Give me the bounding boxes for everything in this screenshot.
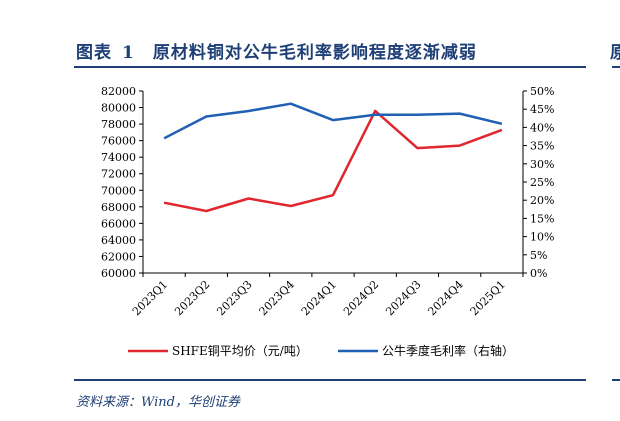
right-tick-label: 30% — [530, 158, 554, 171]
source-note: 资料来源：Wind，华创证券 — [76, 395, 240, 410]
x-tick-label: 2025Q1 — [468, 278, 508, 318]
left-tick-label: 72000 — [101, 168, 136, 181]
x-tick-label: 2023Q4 — [257, 278, 297, 318]
x-tick-label: 2024Q4 — [425, 278, 465, 318]
figure-title-prefix: 图表 — [76, 43, 112, 63]
series-line-2 — [163, 102, 503, 140]
right-tick-label: 5% — [530, 249, 547, 262]
left-tick-label: 76000 — [101, 135, 136, 148]
next-title-rule — [612, 66, 620, 68]
next-source-rule — [612, 379, 620, 381]
left-tick-label: 74000 — [101, 151, 136, 164]
x-tick-label: 2024Q3 — [383, 278, 423, 318]
source-rule — [74, 379, 586, 381]
figure-title: 图表 1 原材料铜对公牛毛利率影响程度逐渐减弱 — [76, 38, 477, 63]
legend-label-1: SHFE铜平均价（元/吨） — [172, 343, 308, 358]
left-tick-label: 62000 — [101, 250, 136, 263]
next-figure-title-fragment: 原 — [610, 43, 620, 63]
right-tick-label: 10% — [530, 231, 554, 244]
x-tick-label: 2024Q1 — [299, 278, 339, 318]
x-tick-label: 2024Q2 — [341, 278, 381, 318]
right-tick-label: 35% — [530, 140, 554, 153]
title-rule — [74, 66, 586, 68]
left-tick-label: 70000 — [101, 184, 136, 197]
right-tick-label: 45% — [530, 103, 554, 116]
left-tick-label: 64000 — [101, 234, 136, 247]
right-tick-label: 0% — [530, 267, 547, 280]
figure-title-number: 1 — [122, 43, 135, 63]
right-tick-label: 50% — [530, 85, 554, 98]
x-tick-label: 2023Q3 — [214, 278, 254, 318]
left-tick-label: 80000 — [101, 102, 136, 115]
x-tick-label: 2023Q2 — [172, 278, 212, 318]
left-tick-label: 82000 — [101, 85, 136, 98]
left-tick-label: 68000 — [101, 201, 136, 214]
series-line-1 — [163, 109, 503, 213]
right-tick-label: 15% — [530, 212, 554, 225]
left-tick-label: 60000 — [101, 267, 136, 280]
left-tick-label: 78000 — [101, 118, 136, 131]
left-tick-label: 66000 — [101, 217, 136, 230]
right-tick-label: 25% — [530, 176, 554, 189]
x-tick-label: 2023Q1 — [130, 278, 170, 318]
right-tick-label: 20% — [530, 194, 554, 207]
legend-label-2: 公牛季度毛利率（右轴） — [382, 343, 514, 358]
right-tick-label: 40% — [530, 121, 554, 134]
figure-title-text: 原材料铜对公牛毛利率影响程度逐渐减弱 — [152, 43, 477, 63]
